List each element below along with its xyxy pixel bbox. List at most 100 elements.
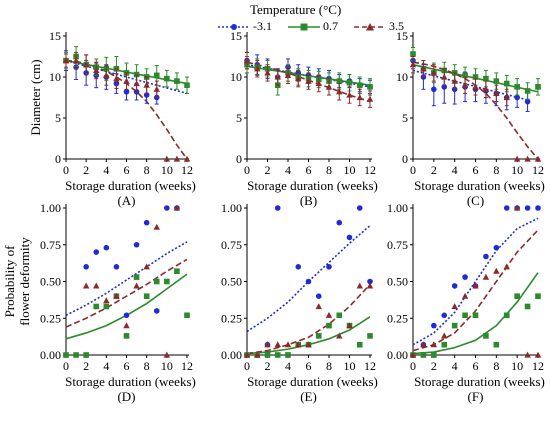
data-point-3.5 xyxy=(420,341,427,348)
data-point-3.5 xyxy=(336,332,343,339)
data-point-3.5 xyxy=(461,292,469,299)
y-tick-label: 0.00 xyxy=(221,348,242,362)
data-point-3.5 xyxy=(482,273,490,280)
data-point-0.7 xyxy=(133,274,140,280)
x-tick-label: 2 xyxy=(83,359,89,373)
data-point-0.7 xyxy=(367,333,373,339)
y-tick-label: 1.00 xyxy=(40,201,61,215)
data-point--3.1 xyxy=(462,274,468,280)
y-tick-label: 0.25 xyxy=(387,311,408,325)
data-point-3.5 xyxy=(493,267,500,274)
x-tick-label: 6 xyxy=(306,359,312,373)
data-point--3.1 xyxy=(356,205,363,211)
data-point-0.7 xyxy=(410,51,416,57)
data-point--3.1 xyxy=(514,94,520,101)
data-point-0.7 xyxy=(123,333,130,339)
x-tick-label: 12 xyxy=(181,163,193,177)
data-point--3.1 xyxy=(123,312,130,319)
legend-swatch-blue-circle-icon xyxy=(218,23,250,30)
data-point-3.5 xyxy=(503,94,510,101)
data-point-3.5 xyxy=(524,155,531,162)
data-point-3.5 xyxy=(113,75,120,82)
x-tick-label: 2 xyxy=(265,163,271,177)
x-tick-label: 0 xyxy=(244,163,250,177)
data-point-3.5 xyxy=(103,71,110,78)
x-tick-label: 6 xyxy=(473,163,479,177)
data-point--3.1 xyxy=(503,205,510,211)
y-tick-label: 15 xyxy=(49,29,61,43)
data-point-3.5 xyxy=(173,204,181,211)
x-tick-label: 4 xyxy=(452,163,458,177)
legend-item-0-7: 0.7 xyxy=(288,19,338,34)
x-tick-label: 8 xyxy=(326,163,332,177)
data-point-3.5 xyxy=(284,71,292,78)
data-point--3.1 xyxy=(431,86,437,93)
data-point-0.7 xyxy=(164,278,170,285)
data-point-3.5 xyxy=(451,303,458,310)
data-point-3.5 xyxy=(441,332,448,339)
data-point-0.7 xyxy=(184,82,190,88)
data-point--3.1 xyxy=(524,205,531,211)
y-tick-label: 5 xyxy=(55,111,61,125)
data-point-3.5 xyxy=(493,90,500,96)
x-tick-label: 10 xyxy=(511,163,523,177)
x-tick-label: 6 xyxy=(306,163,312,177)
data-point-3.5 xyxy=(183,155,191,162)
data-point-3.5 xyxy=(534,155,542,162)
data-point-0.7 xyxy=(524,88,531,94)
data-point-0.7 xyxy=(164,75,170,82)
x-tick-label: 8 xyxy=(144,163,150,177)
x-tick-label: 12 xyxy=(181,359,193,373)
panel-label: (F) xyxy=(468,389,484,404)
x-tick-label: 10 xyxy=(161,359,173,373)
x-tick-label: 12 xyxy=(532,163,544,177)
x-tick-label: 4 xyxy=(285,163,291,177)
data-point-3.5 xyxy=(163,351,171,358)
data-point-3.5 xyxy=(513,155,521,162)
data-point--3.1 xyxy=(133,241,140,248)
data-point-3.5 xyxy=(356,94,363,101)
x-axis-label: Storage duration (weeks) xyxy=(65,374,196,389)
data-point-3.5 xyxy=(113,292,120,299)
x-tick-label: 8 xyxy=(493,359,499,373)
data-point--3.1 xyxy=(493,244,500,251)
data-point-0.7 xyxy=(431,352,437,358)
data-point--3.1 xyxy=(103,244,110,251)
x-tick-label: 0 xyxy=(63,163,69,177)
x-tick-label: 0 xyxy=(410,163,416,177)
x-tick-label: 4 xyxy=(103,359,109,373)
data-point-3.5 xyxy=(284,341,292,348)
data-point--3.1 xyxy=(524,98,531,105)
data-point--3.1 xyxy=(483,253,489,260)
data-point-3.5 xyxy=(103,297,110,304)
data-point-0.7 xyxy=(483,333,489,339)
data-point-0.7 xyxy=(73,352,79,358)
panel-label: (B) xyxy=(300,193,317,208)
data-point-3.5 xyxy=(295,75,302,82)
data-point-3.5 xyxy=(534,351,542,358)
y-tick-label: 0.25 xyxy=(40,311,61,325)
legend-swatch-red-triangle-icon xyxy=(354,22,386,30)
data-point-3.5 xyxy=(315,303,322,310)
data-point-3.5 xyxy=(254,65,261,72)
x-tick-label: 10 xyxy=(511,359,523,373)
data-point-3.5 xyxy=(133,80,140,87)
data-point-3.5 xyxy=(366,282,374,289)
y-tick-label: 1.00 xyxy=(387,201,408,215)
data-point-3.5 xyxy=(430,69,438,76)
data-point-0.7 xyxy=(356,82,363,88)
y-axis-label: Diameter (cm) xyxy=(28,59,43,135)
data-point-3.5 xyxy=(123,77,130,84)
y-axis-label-line: Probability of xyxy=(2,245,17,318)
data-point-0.7 xyxy=(143,293,150,299)
y-tick-label: 0 xyxy=(402,152,408,166)
data-point--3.1 xyxy=(93,249,100,255)
x-axis-label: Storage duration (weeks) xyxy=(414,178,545,193)
y-tick-label: 15 xyxy=(230,29,242,43)
data-point-3.5 xyxy=(305,77,312,84)
x-tick-label: 0 xyxy=(244,359,250,373)
data-point-0.7 xyxy=(133,71,140,78)
